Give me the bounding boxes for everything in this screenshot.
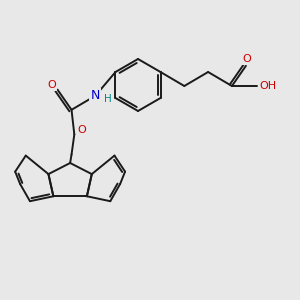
Text: O: O: [77, 125, 86, 135]
Text: OH: OH: [259, 81, 276, 91]
Text: O: O: [242, 54, 251, 64]
Text: H: H: [104, 94, 112, 104]
Text: O: O: [47, 80, 56, 90]
Text: N: N: [91, 89, 100, 102]
